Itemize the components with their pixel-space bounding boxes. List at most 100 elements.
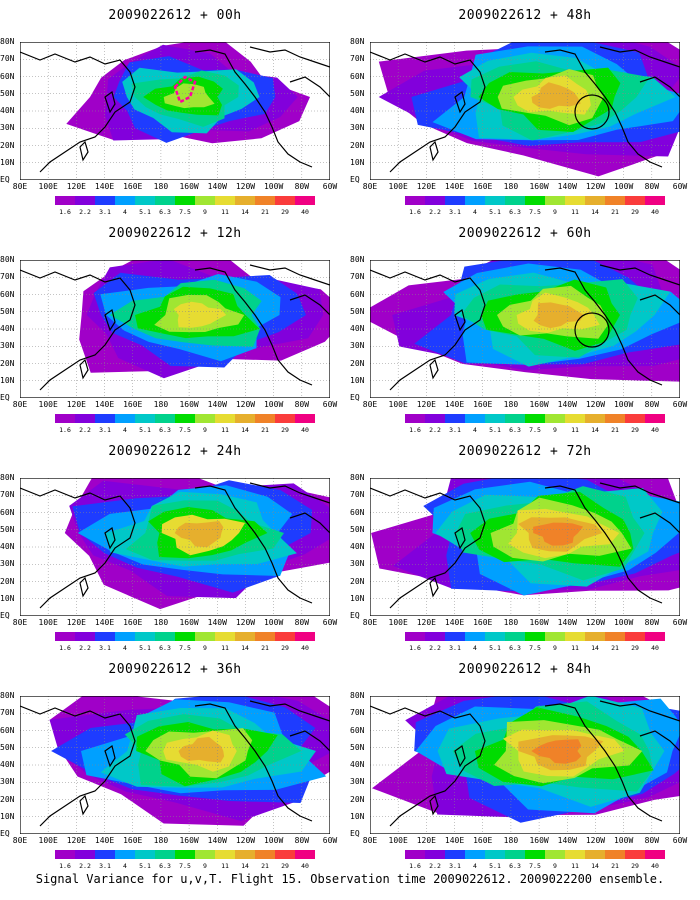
variance-contour [531,82,581,109]
colorbar-swatch [585,414,605,423]
longitude-label: 140E [444,400,465,409]
longitude-label: 100W [613,836,634,845]
colorbar-swatch [215,196,235,205]
longitude-label: 80W [294,182,310,191]
latitude-label: 30N [0,341,15,351]
latitude-label: 20N [0,576,15,586]
colorbar-label: 21 [261,862,269,870]
colorbar-swatch [485,632,505,641]
latitude-label: 80N [0,473,15,482]
longitude-label: 160W [179,400,199,409]
colorbar-swatch [195,196,215,205]
colorbar-label: 7.5 [529,208,541,216]
colorbar [55,414,315,423]
longitude-label: 180 [503,400,519,409]
colorbar-label: 9 [553,208,557,216]
latitude-label: 20N [350,140,365,150]
latitude-label: 70N [0,272,15,282]
colorbar-swatch [295,196,315,205]
longitude-label: 140W [207,400,227,409]
variance-contour [531,739,582,764]
colorbar-swatch [115,632,135,641]
latitude-label: 20N [0,358,15,368]
longitude-label: 160W [529,836,549,845]
longitude-label: 140E [94,618,115,627]
colorbar-swatch [585,850,605,859]
longitude-label: 120W [235,400,256,409]
latitude-label: 50N [0,306,15,316]
colorbar-label: 5.1 [139,208,151,216]
colorbar-swatch [425,196,445,205]
colorbar-swatch [155,414,175,423]
colorbar-swatch [505,196,525,205]
latitude-label: 60N [350,289,365,299]
longitude-label: 180 [153,618,169,627]
colorbar-label: 21 [261,208,269,216]
colorbar-swatch [255,850,275,859]
colorbar-label: 2.2 [79,862,91,870]
colorbar-swatch [505,414,525,423]
colorbar-label: 14 [241,426,249,434]
colorbar-label: 4 [473,862,477,870]
colorbar-swatch [565,850,585,859]
latitude-label: 50N [0,742,15,752]
latitude-label: 20N [350,576,365,586]
latitude-label: 80N [350,691,365,700]
colorbar-label: 11 [221,644,229,652]
colorbar-swatch [405,414,425,423]
latitude-label: 10N [0,375,15,385]
longitude-label: 100W [263,400,284,409]
colorbar-swatch [525,196,545,205]
colorbar-label: 4 [123,644,127,652]
longitude-label: 160E [123,182,143,191]
colorbar-label: 1.6 [409,862,421,870]
variance-contour [533,522,584,546]
colorbar-swatch [485,414,505,423]
latitude-label: 30N [0,777,15,787]
variance-map [370,696,680,834]
colorbar-swatch [255,196,275,205]
colorbar-swatch [175,196,195,205]
longitude-label: 100W [613,182,634,191]
colorbar-label: 40 [301,644,309,652]
longitude-label: 60W [322,836,338,845]
variance-contour [174,521,224,548]
colorbar-label: 7.5 [179,644,191,652]
longitude-label: 180 [503,836,519,845]
panel-title: 2009022612 + 24h [108,444,242,459]
colorbar-swatch [565,632,585,641]
colorbar-swatch [445,414,465,423]
colorbar-label: 9 [203,644,207,652]
colorbar-swatch [75,196,95,205]
colorbar-swatch [55,632,75,641]
colorbar-swatch [485,196,505,205]
variance-map [20,260,330,398]
colorbar-swatch [465,632,485,641]
colorbar-label: 1.6 [409,208,421,216]
longitude-label: 80W [294,618,310,627]
colorbar-label: 9 [553,644,557,652]
variance-map [370,42,680,180]
variance-contour [173,301,227,328]
colorbar-label: 11 [221,426,229,434]
colorbar-swatch [75,632,95,641]
variance-map [20,42,330,180]
longitude-label: 80W [294,836,310,845]
colorbar-label: 7.5 [529,862,541,870]
colorbar-swatch [235,632,255,641]
latitude-label: 80N [350,255,365,264]
colorbar-swatch [525,632,545,641]
longitude-label: 160E [473,400,493,409]
colorbar-label: 21 [611,862,619,870]
colorbar-label: 3.1 [99,862,111,870]
colorbar-label: 29 [631,862,639,870]
colorbar-label: 9 [203,862,207,870]
longitude-label: 120E [66,400,86,409]
colorbar-label: 6.3 [159,644,171,652]
colorbar-swatch [645,196,665,205]
colorbar-label: 11 [571,644,579,652]
colorbar-label: 3.1 [449,644,461,652]
longitude-label: 120E [416,400,436,409]
colorbar-swatch [135,850,155,859]
longitude-label: 180 [153,836,169,845]
